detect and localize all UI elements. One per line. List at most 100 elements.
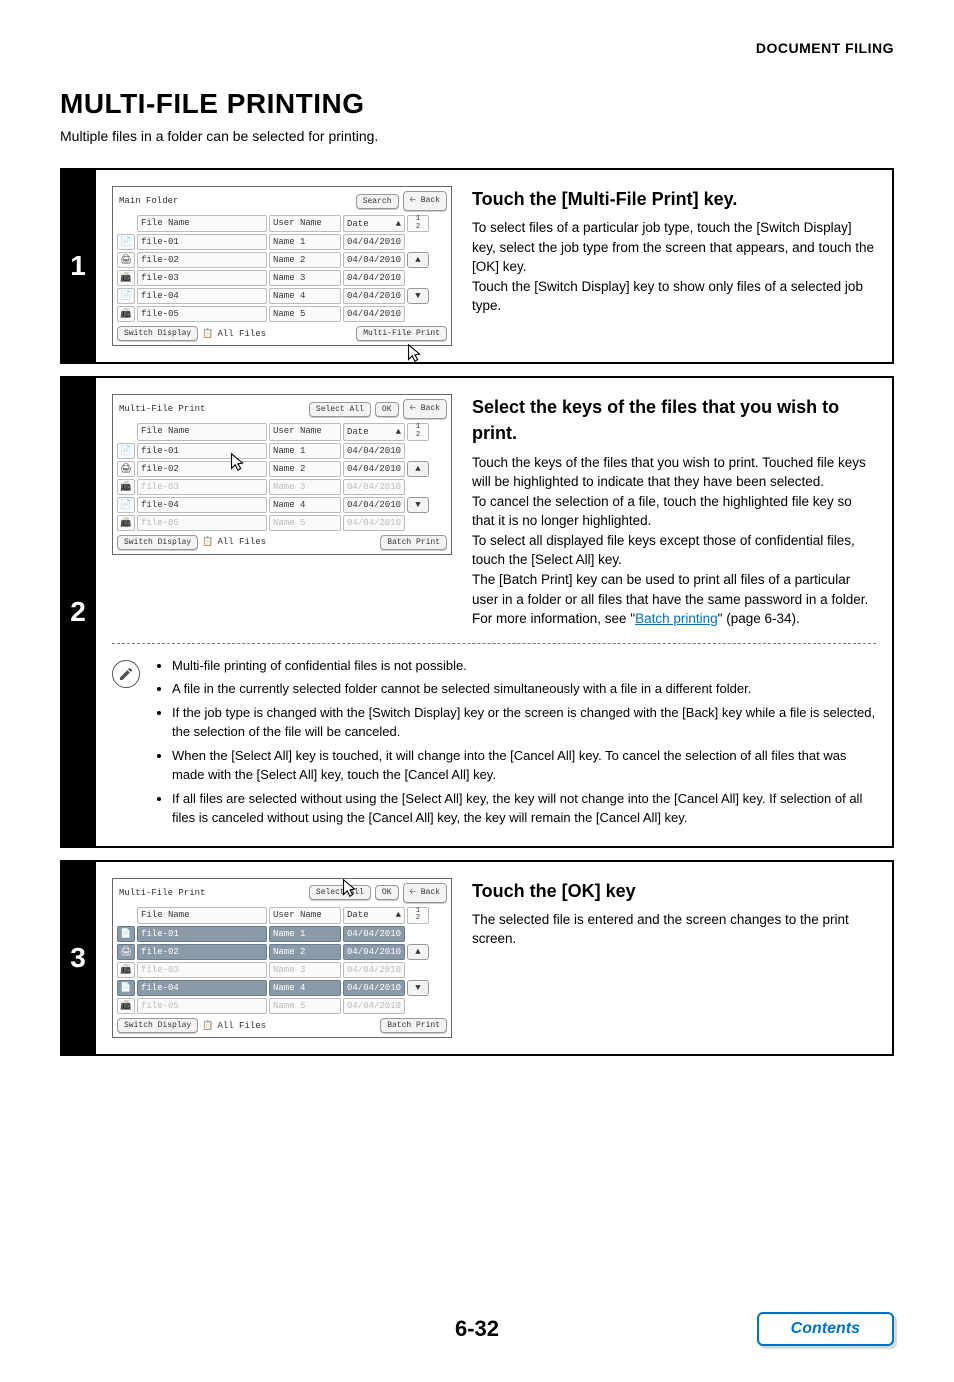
sort-icon: ▲ <box>396 910 401 920</box>
date-label: Date <box>347 219 369 229</box>
scan-icon: 📠 <box>117 270 135 286</box>
col-date[interactable]: Date▲ <box>343 907 405 924</box>
panel-title: Multi-File Print <box>117 888 305 898</box>
back-button[interactable]: 🡠 Back <box>403 883 447 903</box>
notes-list: Multi-file printing of confidential file… <box>154 656 876 832</box>
page-count: 12 <box>407 423 429 440</box>
scroll-down-button[interactable]: ▼ <box>407 980 429 996</box>
scroll-up-button[interactable]: ▲ <box>407 944 429 960</box>
copy-icon: 📄 <box>117 288 135 304</box>
back-button[interactable]: 🡠 Back <box>403 399 447 419</box>
step1-heading: Touch the [Multi-File Print] key. <box>472 186 876 212</box>
step-2-number: 2 <box>60 596 96 628</box>
back-label: Back <box>421 196 440 205</box>
contents-button[interactable]: Contents <box>757 1312 894 1346</box>
step2-text-b: To cancel the selection of a file, touch… <box>472 492 876 531</box>
sort-icon: ▲ <box>396 427 401 437</box>
ok-button[interactable]: OK <box>375 402 399 417</box>
sort-icon: ▲ <box>396 219 401 229</box>
file-row-selected[interactable]: 📄file-01Name 104/04/2010 <box>117 926 447 942</box>
step1-text-a: To select files of a particular job type… <box>472 218 876 277</box>
file-row[interactable]: 📠file-03Name 304/04/2010 <box>117 479 447 495</box>
panel-title: Main Folder <box>117 196 352 206</box>
file-row[interactable]: 📄file-04Name 404/04/2010▼ <box>117 288 447 304</box>
switch-display-button[interactable]: Switch Display <box>117 326 198 341</box>
search-button[interactable]: Search <box>356 194 399 209</box>
step-2: 2 Multi-File Print Select All OK 🡠 Back … <box>60 376 894 847</box>
batch-printing-link[interactable]: Batch printing <box>635 611 718 626</box>
col-date[interactable]: Date ▲ <box>343 215 405 232</box>
step2-heading: Select the keys of the files that you wi… <box>472 394 876 446</box>
back-button[interactable]: 🡠 Back <box>403 191 447 211</box>
intro-text: Multiple files in a folder can be select… <box>60 128 894 144</box>
print-icon: 🖨 <box>117 252 135 268</box>
col-filename[interactable]: File Name <box>137 423 267 440</box>
col-username[interactable]: User Name <box>269 423 341 440</box>
note-item: A file in the currently selected folder … <box>172 679 876 699</box>
switch-display-button[interactable]: Switch Display <box>117 535 198 550</box>
step3-text-a: The selected file is entered and the scr… <box>472 910 876 949</box>
file-row[interactable]: 📠file-03Name 304/04/2010 <box>117 962 447 978</box>
note-item: If the job type is changed with the [Swi… <box>172 703 876 742</box>
scroll-down-button[interactable]: ▼ <box>407 497 429 513</box>
multi-file-print-button[interactable]: Multi-File Print <box>356 326 447 341</box>
file-row[interactable]: 📄file-04Name 404/04/2010▼ <box>117 497 447 513</box>
filter-label: All Files <box>217 329 266 339</box>
batch-print-button[interactable]: Batch Print <box>380 535 447 550</box>
file-row-selected[interactable]: 🖨file-02Name 204/04/2010▲ <box>117 944 447 960</box>
scan-icon: 📠 <box>117 306 135 322</box>
file-row[interactable]: 📄file-01Name 104/04/2010 <box>117 234 447 250</box>
page-count: 12 <box>407 215 429 232</box>
cursor-icon <box>403 342 425 366</box>
step1-text-b: Touch the [Switch Display] key to show o… <box>472 277 876 316</box>
file-row[interactable]: 📄file-01Name 104/04/2010 <box>117 443 447 459</box>
scroll-down-button[interactable]: ▼ <box>407 288 429 304</box>
panel-step1: Main Folder Search 🡠 Back File Name User… <box>112 186 452 346</box>
step-3-number: 3 <box>60 942 96 974</box>
step2-text-a: Touch the keys of the files that you wis… <box>472 453 876 492</box>
select-all-button[interactable]: Select All <box>309 402 371 417</box>
doc-header: DOCUMENT FILING <box>60 40 894 56</box>
file-row[interactable]: 📠file-05Name 504/04/2010 <box>117 998 447 1014</box>
col-filename[interactable]: File Name <box>137 907 267 924</box>
batch-print-button[interactable]: Batch Print <box>380 1018 447 1033</box>
file-row[interactable]: 🖨file-02Name 204/04/2010▲ <box>117 461 447 477</box>
file-row[interactable]: 🖨file-02Name 204/04/2010▲ <box>117 252 447 268</box>
panel-step2: Multi-File Print Select All OK 🡠 Back Fi… <box>112 394 452 554</box>
step-3: 3 Multi-File Print Select All OK 🡠 Back … <box>60 860 894 1056</box>
ok-button[interactable]: OK <box>375 885 399 900</box>
note-item: If all files are selected without using … <box>172 789 876 828</box>
filter-icon: 📋 <box>202 537 213 547</box>
note-icon <box>112 660 140 688</box>
cursor-icon <box>226 451 248 475</box>
switch-display-button[interactable]: Switch Display <box>117 1018 198 1033</box>
col-username[interactable]: User Name <box>269 907 341 924</box>
col-username[interactable]: User Name <box>269 215 341 232</box>
step-1-number: 1 <box>60 250 96 282</box>
filter-icon: 📋 <box>202 329 213 339</box>
note-item: When the [Select All] key is touched, it… <box>172 746 876 785</box>
col-filename[interactable]: File Name <box>137 215 267 232</box>
filter-icon: 📋 <box>202 1021 213 1031</box>
cursor-icon <box>338 877 360 901</box>
scroll-up-button[interactable]: ▲ <box>407 252 429 268</box>
page-number: 6-32 <box>455 1316 499 1342</box>
step2-text-c: To select all displayed file keys except… <box>472 531 876 570</box>
filter-label: All Files <box>217 537 266 547</box>
note-item: Multi-file printing of confidential file… <box>172 656 876 676</box>
page-title: MULTI-FILE PRINTING <box>60 88 894 120</box>
panel-title: Multi-File Print <box>117 404 305 414</box>
copy-icon: 📄 <box>117 234 135 250</box>
step3-heading: Touch the [OK] key <box>472 878 876 904</box>
file-row[interactable]: 📠file-03Name 304/04/2010 <box>117 270 447 286</box>
step2-text-d: The [Batch Print] key can be used to pri… <box>472 570 876 629</box>
col-date[interactable]: Date▲ <box>343 423 405 440</box>
page-count: 12 <box>407 907 429 924</box>
file-row-selected[interactable]: 📄file-04Name 404/04/2010▼ <box>117 980 447 996</box>
filter-label: All Files <box>217 1021 266 1031</box>
file-row[interactable]: 📠file-05Name 504/04/2010 <box>117 515 447 531</box>
file-row[interactable]: 📠file-05Name 504/04/2010 <box>117 306 447 322</box>
panel-step3: Multi-File Print Select All OK 🡠 Back Fi… <box>112 878 452 1038</box>
scroll-up-button[interactable]: ▲ <box>407 461 429 477</box>
divider <box>112 643 876 644</box>
